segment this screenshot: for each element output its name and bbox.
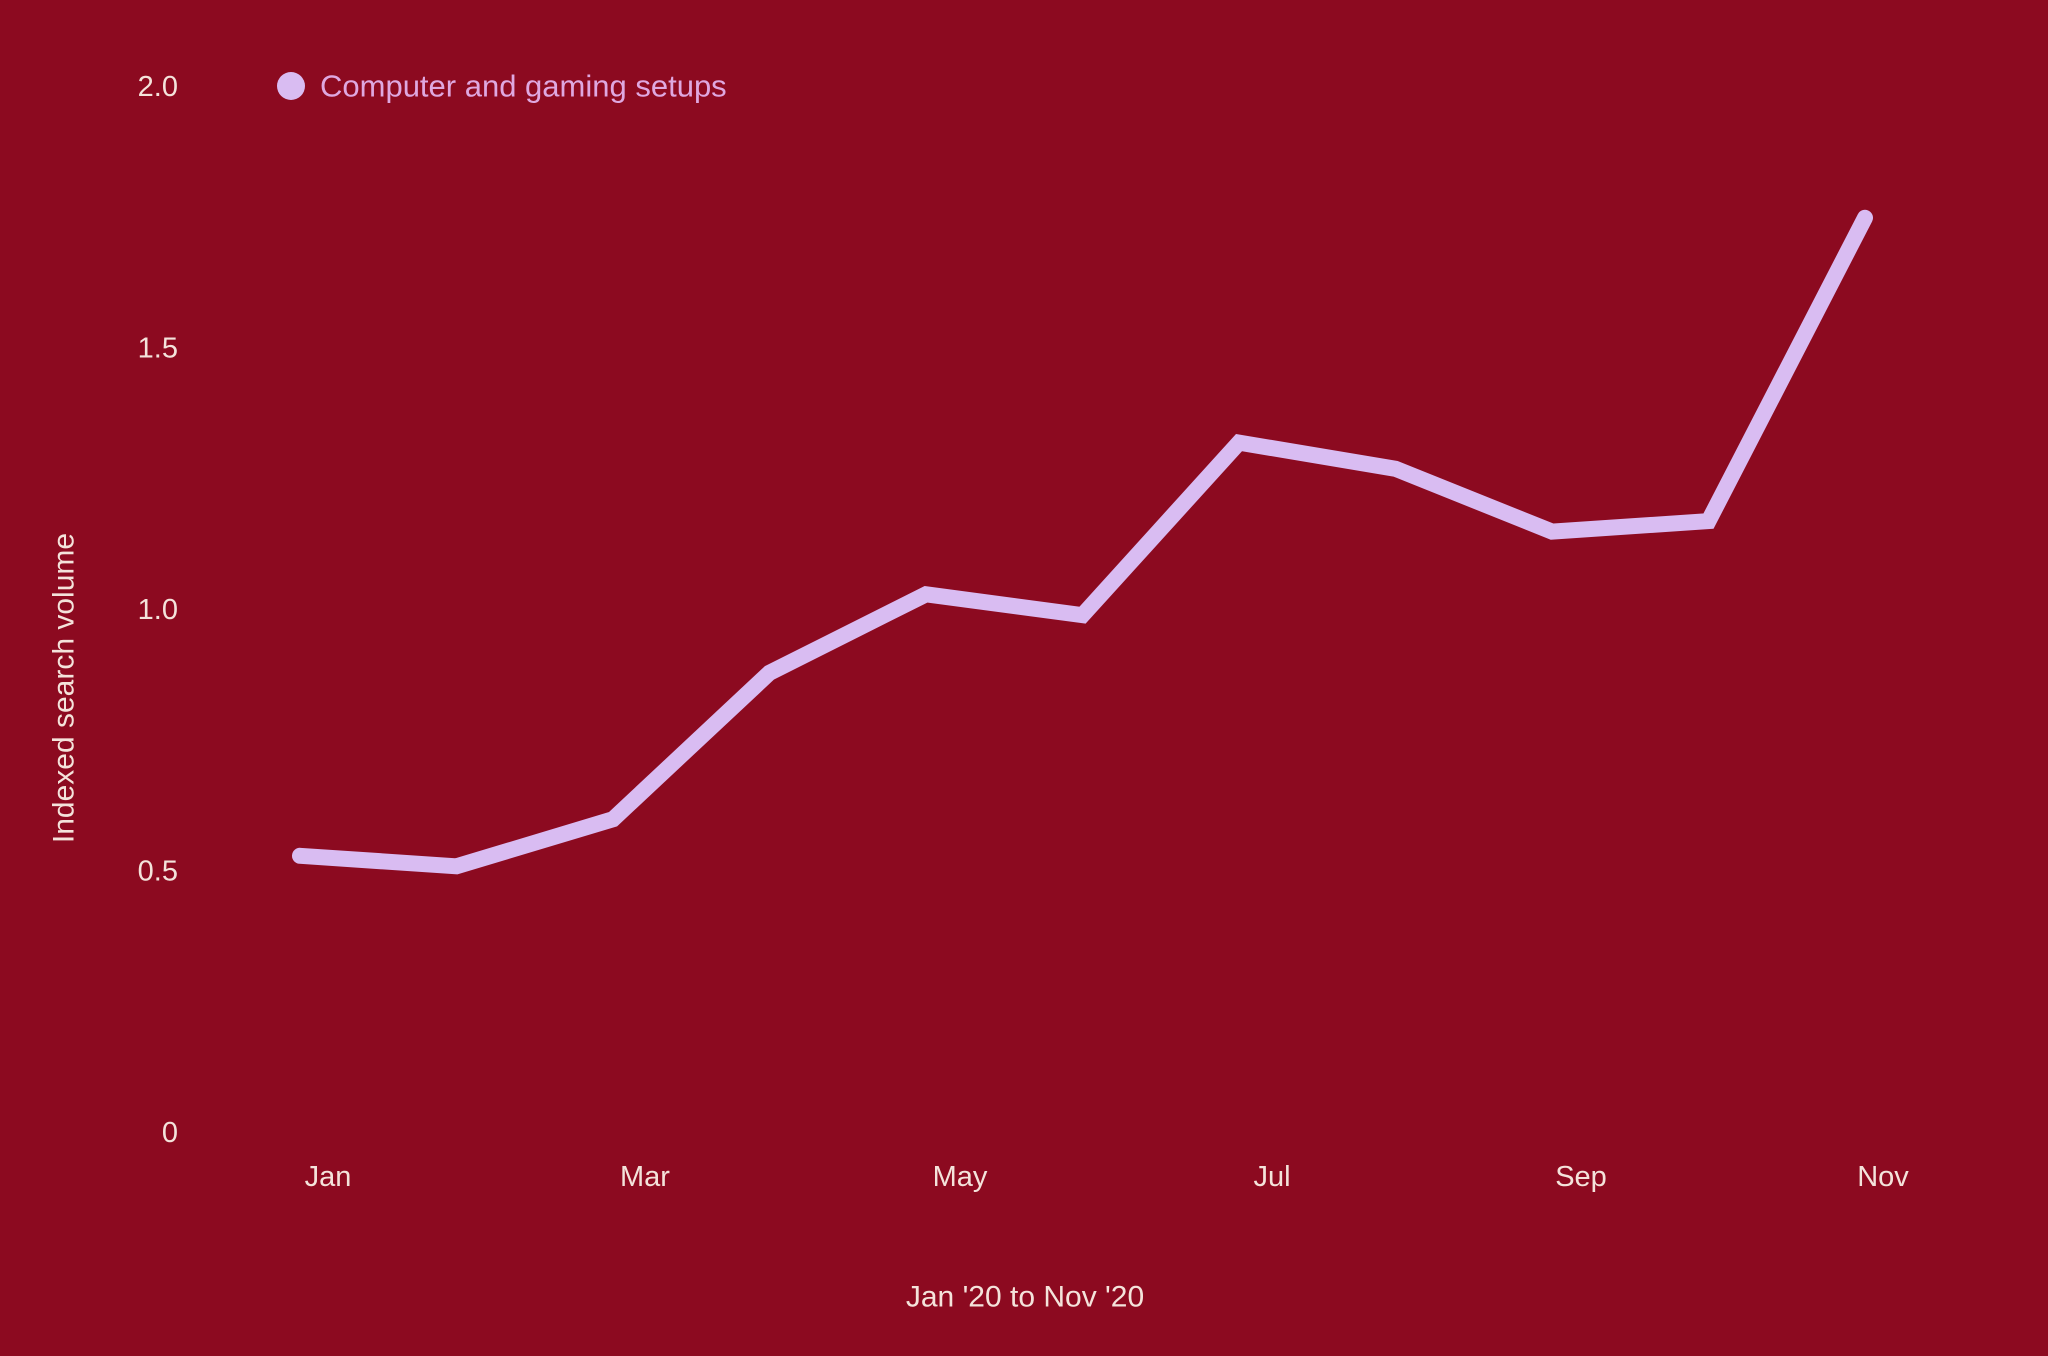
legend-circle-icon — [277, 72, 305, 100]
y-tick-label: 0.5 — [138, 856, 178, 888]
x-tick-label: Sep — [1555, 1161, 1607, 1193]
legend: Computer and gaming setups — [277, 69, 727, 104]
y-tick-label: 1.0 — [138, 594, 178, 626]
x-axis: Jan Mar May Jul Sep Nov Jan '20 to Nov '… — [305, 1161, 1910, 1314]
y-axis-title: Indexed search volume — [48, 533, 81, 843]
x-tick-label: May — [933, 1161, 988, 1193]
legend-label: Computer and gaming setups — [320, 69, 727, 104]
y-tick-label: 2.0 — [138, 71, 178, 103]
x-axis-title: Jan '20 to Nov '20 — [906, 1281, 1144, 1314]
x-tick-label: Nov — [1857, 1161, 1909, 1193]
y-tick-label: 0 — [162, 1117, 178, 1149]
x-tick-label: Mar — [620, 1161, 670, 1193]
series-line — [292, 209, 1873, 875]
x-tick-label: Jul — [1253, 1161, 1290, 1193]
y-axis: 2.0 1.5 1.0 0.5 0 Indexed search volume — [48, 71, 179, 1149]
y-tick-label: 1.5 — [138, 333, 178, 365]
x-tick-label: Jan — [305, 1161, 352, 1193]
